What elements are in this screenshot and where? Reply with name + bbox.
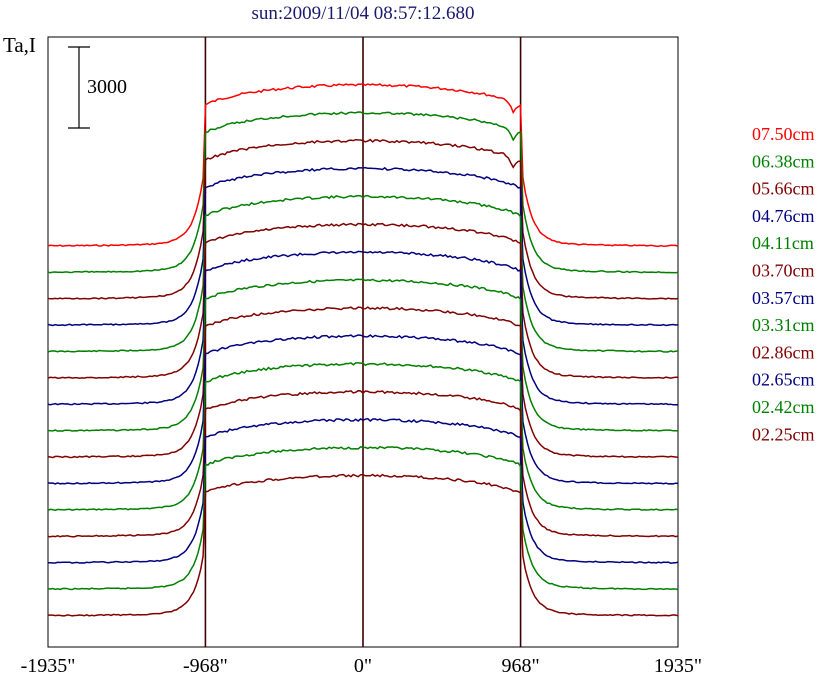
series-line [47,222,678,379]
legend-entry: 04.11cm [752,233,814,253]
legend-entry: 07.50cm [752,124,815,144]
series-line [47,194,679,353]
scale-bar: 3000 [68,46,127,129]
legend-entry: 02.65cm [752,370,815,390]
legend-entry: 05.66cm [752,179,815,199]
legend-entry: 06.38cm [752,151,815,171]
legend: 07.50cm 06.38cm 05.66cm 04.76cm 04.11cm 03.70… [752,124,815,444]
series-line [48,473,679,617]
legend-entry: 03.31cm [752,315,815,335]
y-axis-label: Ta,I [3,33,36,57]
x-tick-label: -968" [183,655,228,677]
series-line [47,278,679,432]
legend-entry: 03.57cm [752,288,815,308]
series-line [47,138,679,300]
x-tick-label: -1935" [21,655,76,677]
chart-title: sun:2009/11/04 08:57:12.680 [251,3,474,24]
scale-bar-label: 3000 [87,76,127,98]
series-lines [47,83,679,617]
legend-entry: 02.42cm [752,397,815,417]
series-line [47,362,679,512]
legend-entry: 02.86cm [752,342,815,362]
x-tick-labels: -1935" -968" 0" 968" 1935" [21,655,703,677]
series-line [47,389,679,538]
legend-entry: 04.76cm [752,206,815,226]
series-line [47,166,679,327]
x-tick-label: 968" [501,655,539,677]
series-line [47,306,679,459]
x-tick-label: 1935" [654,655,702,677]
series-line [47,111,679,274]
series-line [47,250,678,406]
legend-entry: 02.25cm [752,424,815,444]
series-line [47,334,679,485]
series-line [47,417,679,564]
series-line [47,83,679,248]
legend-entry: 03.70cm [752,261,815,281]
series-line [47,445,679,591]
x-tick-label: 0" [354,655,372,677]
